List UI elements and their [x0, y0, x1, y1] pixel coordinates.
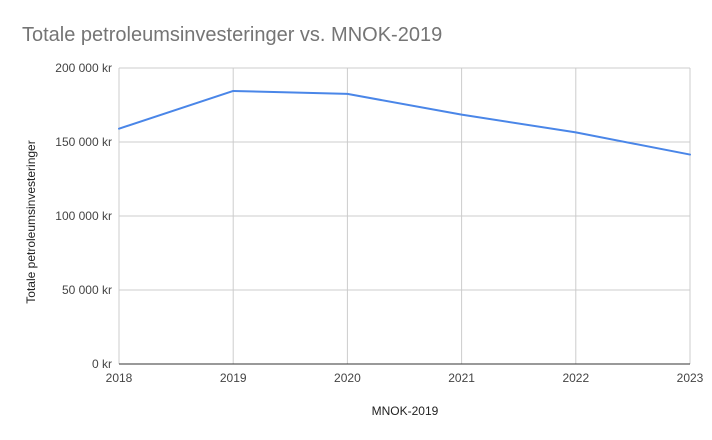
y-tick-label: 50 000 kr — [62, 283, 112, 297]
y-tick-label: 100 000 kr — [55, 209, 112, 223]
series-line — [118, 89, 691, 156]
chart-title: Totale petroleumsinvesteringer vs. MNOK-… — [22, 24, 442, 46]
y-tick-label: 0 kr — [92, 357, 112, 371]
x-tick-label: 2019 — [220, 371, 247, 385]
y-tick-label: 150 000 kr — [55, 135, 112, 149]
x-tick-label: 2023 — [677, 371, 704, 385]
y-axis-title: Totale petroleumsinvesteringer — [24, 140, 38, 303]
series — [118, 89, 691, 156]
x-axis-title: MNOK-2019 — [372, 404, 439, 418]
x-tick-label: 2022 — [562, 371, 589, 385]
x-tick-label: 2021 — [448, 371, 475, 385]
grid — [118, 67, 691, 365]
y-tick-label: 200 000 kr — [55, 61, 112, 75]
x-tick-label: 2020 — [334, 371, 361, 385]
x-tick-label: 2018 — [106, 371, 133, 385]
tick-labels: 0 kr 50 000 kr 100 000 kr 150 000 kr 200 000… — [55, 61, 703, 385]
